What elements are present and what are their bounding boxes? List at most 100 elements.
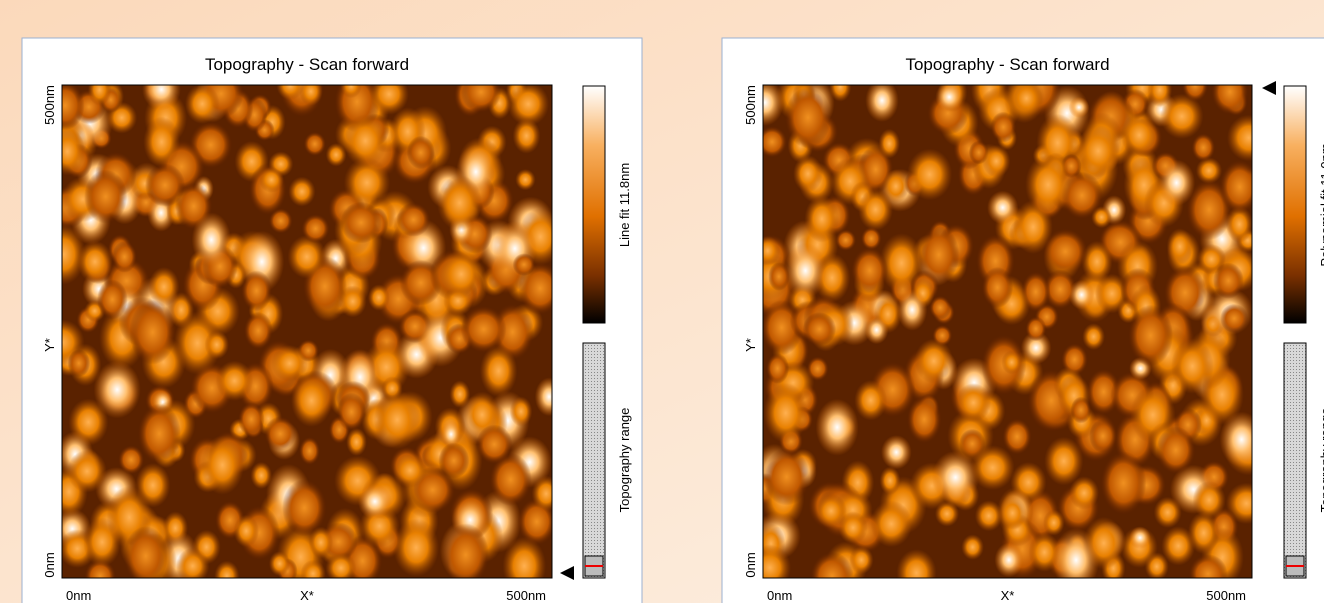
grain (971, 445, 1015, 490)
grain (907, 149, 952, 201)
grain (299, 437, 320, 465)
grain (918, 226, 959, 283)
grain (480, 345, 517, 397)
grain (764, 383, 808, 443)
grain (1128, 305, 1173, 367)
grain (145, 163, 185, 206)
grain (1193, 481, 1226, 519)
grain (461, 306, 507, 353)
panel-title: Topography - Scan forward (205, 55, 409, 74)
grain (1071, 397, 1092, 424)
grain (766, 353, 789, 384)
grain (304, 132, 326, 156)
page: Topography - Scan forward 500nm Y* 0nm 0nm X*… (0, 0, 1324, 603)
grain (438, 443, 469, 479)
grain (259, 167, 284, 193)
grain (1156, 426, 1195, 474)
grain (987, 191, 1018, 225)
grain (835, 229, 856, 251)
grain (1158, 159, 1195, 206)
grain (932, 451, 979, 504)
x-axis-label: 0nm (767, 588, 792, 603)
grain (784, 243, 826, 299)
grain (94, 361, 141, 419)
grain (768, 262, 790, 291)
grain (440, 250, 483, 299)
grain (935, 82, 963, 112)
grain (343, 114, 387, 167)
grain (1213, 263, 1244, 299)
grain (1101, 451, 1147, 515)
y-axis-label: 500nm (743, 85, 758, 125)
grain (1069, 476, 1099, 509)
grain (326, 143, 347, 167)
grain (216, 361, 254, 401)
grain (1167, 228, 1193, 264)
grain (437, 175, 482, 231)
grain (68, 349, 91, 377)
grain (982, 267, 1013, 308)
grain (865, 316, 889, 345)
grain (112, 241, 137, 273)
range-label: Topography range (617, 408, 632, 513)
grain (1089, 419, 1117, 453)
grain (999, 496, 1027, 530)
grain (880, 466, 901, 494)
grain (1025, 316, 1046, 341)
grain (914, 339, 953, 384)
grain (271, 345, 308, 382)
grain (1069, 280, 1095, 310)
range-bar (1284, 343, 1306, 578)
y-axis-label: 0nm (743, 552, 758, 577)
grain (804, 195, 839, 242)
range-label: Topography range (1318, 408, 1324, 513)
grain (397, 202, 431, 236)
grain (815, 494, 847, 528)
grain (1069, 97, 1090, 118)
grain (374, 390, 421, 449)
grain (1076, 125, 1120, 178)
grain (1043, 229, 1088, 275)
grain (513, 118, 541, 154)
grain (238, 402, 265, 436)
grain (1121, 113, 1158, 157)
grain (994, 543, 1023, 578)
afm-image (40, 56, 564, 595)
grain (358, 484, 392, 520)
grain (288, 177, 315, 207)
afm-image (746, 60, 1272, 600)
grain (201, 435, 244, 494)
x-axis-label: 500nm (1206, 588, 1246, 603)
grain (1043, 510, 1065, 536)
grain (907, 396, 942, 444)
y-axis-label: 0nm (42, 552, 57, 577)
grain (309, 527, 333, 559)
grain (1082, 323, 1105, 350)
x-axis-label: 500nm (506, 588, 546, 603)
grain (854, 380, 887, 421)
grain (264, 416, 296, 451)
x-axis-label: 0nm (66, 588, 91, 603)
grain (192, 212, 231, 267)
grain (851, 247, 888, 294)
grain (881, 435, 912, 469)
grain (368, 284, 390, 311)
grain (301, 214, 329, 243)
grain (1191, 133, 1215, 162)
grain (138, 404, 181, 464)
grain (205, 330, 229, 359)
grain (393, 453, 427, 488)
grain (143, 116, 180, 167)
grain (897, 289, 927, 331)
grain (816, 399, 859, 456)
x-axis-label: X* (1001, 588, 1015, 603)
grain (785, 87, 831, 149)
grain (1001, 350, 1022, 374)
grain (244, 312, 273, 350)
colorbar (583, 86, 605, 323)
y-axis-label: Y* (743, 338, 758, 352)
grain (442, 523, 489, 586)
grain (793, 155, 823, 192)
grain (803, 312, 837, 346)
grain (67, 450, 107, 493)
